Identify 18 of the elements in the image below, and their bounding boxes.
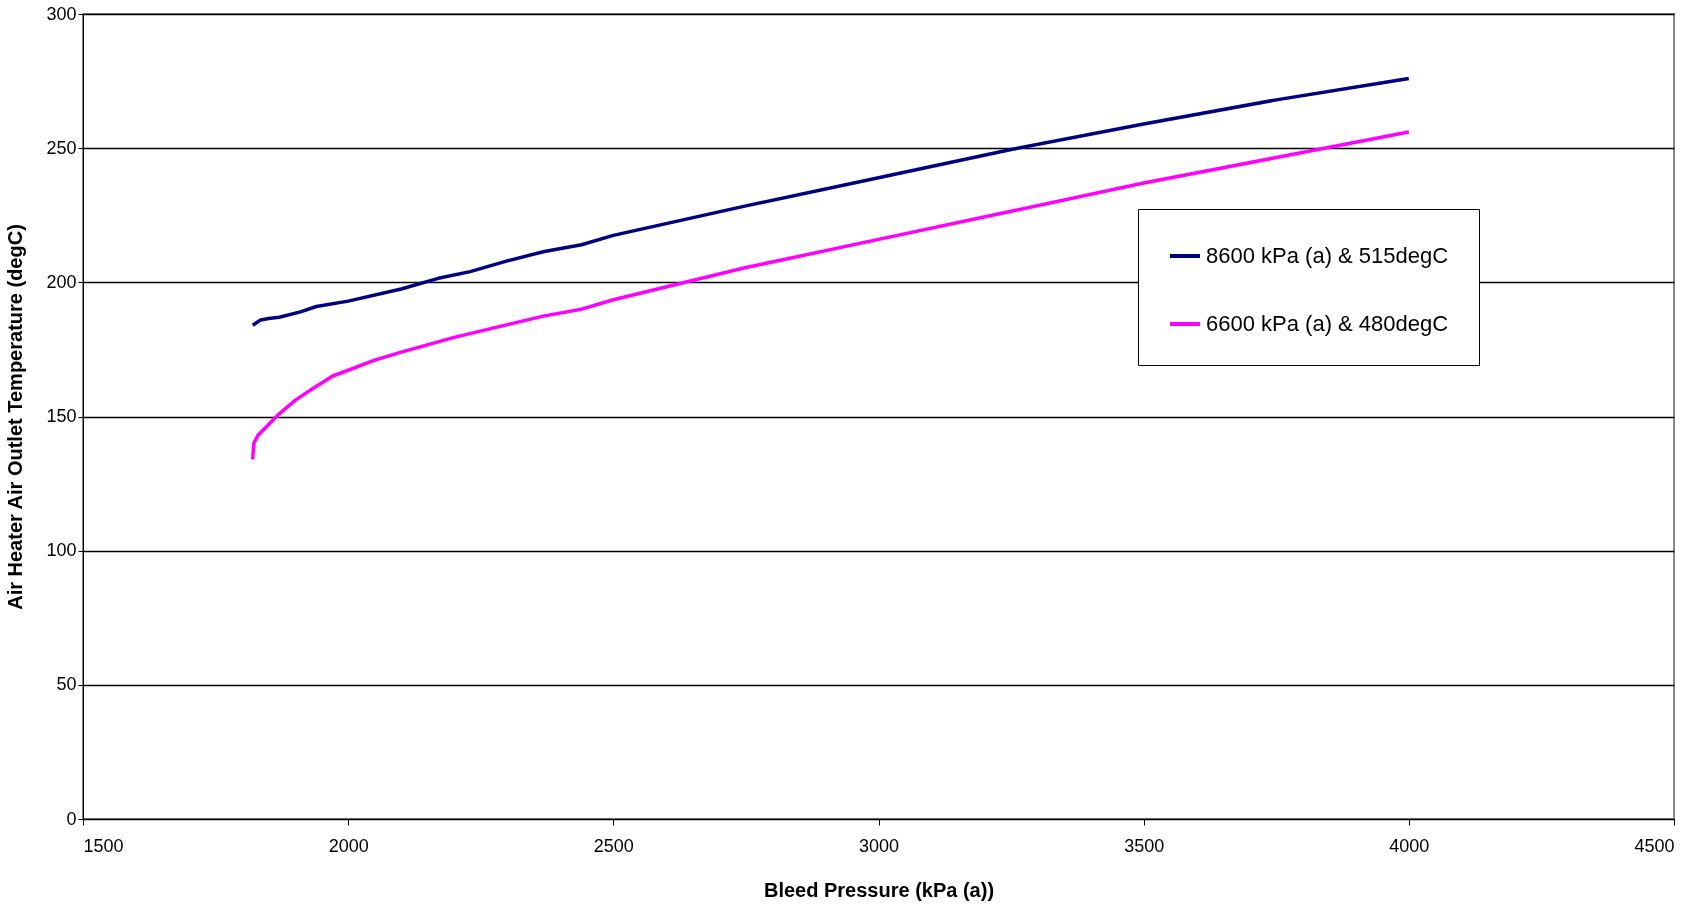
x-tick-label: 2500 <box>593 835 634 856</box>
y-tick-label: 250 <box>46 137 77 158</box>
y-tick-label: 300 <box>46 3 77 24</box>
x-axis-title: Bleed Pressure (kPa (a)) <box>763 878 995 901</box>
y-tick-label: 150 <box>46 406 77 426</box>
y-tick-label: 50 <box>56 674 77 695</box>
y-tick-label: 200 <box>46 271 77 292</box>
y-axis-title: Air Heater Air Outlet Temperature (degC) <box>4 224 27 610</box>
x-tick-label: 2000 <box>328 835 369 856</box>
x-tick-label: 4500 <box>1634 835 1675 856</box>
x-tick-label: 4000 <box>1389 835 1430 856</box>
legend-label: 6600 kPa (a) & 480degC <box>1206 311 1449 336</box>
x-tick-label: 3500 <box>1124 835 1165 856</box>
x-tick-label: 3000 <box>858 835 900 856</box>
y-tick-label: 100 <box>46 540 77 561</box>
x-tick-label: 1500 <box>83 835 124 856</box>
legend-label: 8600 kPa (a) & 515degC <box>1206 243 1449 268</box>
y-tick-label: 0 <box>66 808 77 829</box>
